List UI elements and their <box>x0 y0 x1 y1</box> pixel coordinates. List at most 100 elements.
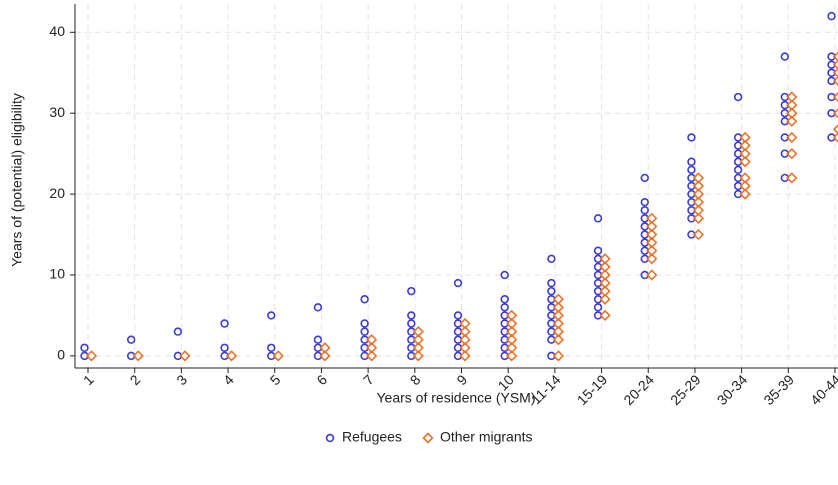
point <box>687 165 696 175</box>
point <box>739 139 751 152</box>
point <box>313 303 323 312</box>
point <box>459 334 471 346</box>
point <box>599 253 611 265</box>
point <box>692 196 705 208</box>
point <box>739 156 751 168</box>
point <box>412 342 424 354</box>
point <box>500 303 509 312</box>
point <box>640 197 649 207</box>
point <box>786 91 798 103</box>
point <box>692 212 705 224</box>
point <box>365 342 378 354</box>
point <box>733 165 743 175</box>
point <box>786 148 798 160</box>
point <box>832 67 838 78</box>
point <box>552 309 565 322</box>
point <box>552 301 565 313</box>
legend-label: Refugees <box>342 429 402 445</box>
point <box>646 236 658 249</box>
y-tick-label: 40 <box>49 23 65 39</box>
point <box>687 133 696 142</box>
y-tick-label: 30 <box>49 104 65 120</box>
point <box>547 254 556 263</box>
point <box>506 350 518 362</box>
point <box>552 350 565 362</box>
point <box>739 172 751 184</box>
point <box>500 295 509 304</box>
point <box>646 269 658 281</box>
point <box>126 335 136 344</box>
point <box>733 92 743 102</box>
legend-marker <box>325 433 335 443</box>
point <box>692 180 705 192</box>
point <box>360 319 369 328</box>
point <box>692 172 705 184</box>
point <box>687 157 696 166</box>
point <box>225 350 238 362</box>
point <box>407 286 416 296</box>
point <box>319 350 331 362</box>
point <box>599 261 611 273</box>
point <box>85 350 98 362</box>
point <box>459 350 471 362</box>
point <box>547 278 556 288</box>
point <box>786 172 798 184</box>
point <box>407 319 416 328</box>
point <box>593 214 603 223</box>
point <box>832 132 838 143</box>
point <box>132 350 144 362</box>
point <box>220 343 229 352</box>
point <box>407 311 416 320</box>
point <box>646 245 658 257</box>
point <box>832 59 838 70</box>
point <box>832 51 838 62</box>
point <box>80 343 89 352</box>
point <box>827 11 836 21</box>
x-axis-title: Years of residence (YSM) <box>377 390 536 406</box>
point <box>832 108 838 119</box>
y-tick-label: 0 <box>57 347 65 363</box>
point <box>692 228 705 241</box>
point <box>453 278 463 288</box>
point <box>173 327 183 336</box>
point <box>692 204 705 216</box>
point <box>459 317 471 330</box>
legend-label: Other migrants <box>440 429 533 445</box>
point <box>365 334 378 346</box>
point <box>506 317 518 330</box>
point <box>552 334 565 346</box>
point <box>506 342 518 354</box>
point <box>739 131 751 144</box>
point <box>646 253 658 265</box>
point <box>786 115 798 127</box>
point <box>506 334 518 346</box>
point <box>599 269 611 281</box>
point <box>599 293 611 305</box>
y-tick-label: 20 <box>49 185 65 201</box>
point <box>547 286 556 296</box>
point <box>360 327 369 336</box>
point <box>360 295 369 304</box>
point <box>552 325 565 338</box>
point <box>593 303 603 312</box>
point <box>267 311 276 320</box>
point <box>786 99 798 111</box>
point <box>319 342 331 354</box>
point <box>412 334 424 346</box>
point <box>599 277 611 289</box>
point <box>220 319 229 328</box>
point <box>313 335 323 344</box>
point <box>646 228 658 241</box>
point <box>832 75 838 86</box>
point <box>365 350 378 362</box>
point <box>646 220 658 233</box>
point <box>500 270 509 280</box>
point <box>599 309 611 322</box>
point <box>739 148 751 160</box>
point <box>453 311 463 320</box>
point <box>832 124 838 135</box>
point <box>412 325 424 338</box>
point <box>593 246 603 255</box>
